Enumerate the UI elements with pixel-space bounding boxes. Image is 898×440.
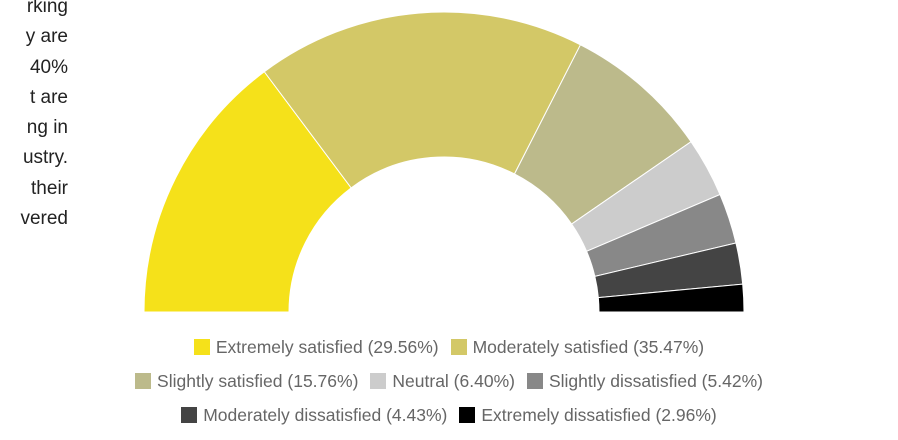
legend-swatch [181,407,198,423]
chart-slice[interactable] [597,283,745,313]
legend-swatch [370,373,387,389]
legend-swatch [459,407,476,423]
legend-item[interactable]: Moderately dissatisfied (4.43%) [181,405,447,426]
text-line: t are [29,86,68,108]
text-line: ng in [26,117,68,139]
legend-item[interactable]: Extremely satisfied (29.56%) [193,336,439,358]
legend-row: Slightly satisfied (15.76%) Neutral (6.4… [0,364,898,398]
semi-donut-chart [143,11,745,313]
legend-label: Moderately dissatisfied (4.43%) [203,404,448,425]
text-line: vered [20,208,68,230]
text-line: their [31,177,68,199]
chart-legend: Extremely satisfied (29.56%) Moderately … [0,330,898,432]
legend-label: Slightly dissatisfied (5.42%) [548,370,763,391]
text-line: 40% [29,56,68,78]
legend-swatch [193,339,210,355]
legend-item[interactable]: Slightly dissatisfied (5.42%) [526,370,763,392]
legend-row: Moderately dissatisfied (4.43%) Extremel… [0,398,898,432]
text-line: rking [26,0,68,17]
legend-label: Slightly satisfied (15.76%) [157,370,359,391]
legend-label: Extremely satisfied (29.56%) [215,336,439,357]
text-line: y are [25,26,68,48]
legend-label: Neutral (6.40%) [392,370,515,391]
legend-item[interactable]: Slightly satisfied (15.76%) [135,371,358,392]
legend-swatch [526,373,543,389]
text-line: ustry. [22,147,68,169]
legend-label: Extremely dissatisfied (2.96%) [481,404,717,425]
legend-row: Extremely satisfied (29.56%) Moderately … [0,330,898,364]
legend-item[interactable]: Moderately satisfied (35.47%) [450,336,705,358]
legend-item[interactable]: Neutral (6.40%) [370,371,515,392]
legend-swatch [135,373,152,389]
legend-item[interactable]: Extremely dissatisfied (2.96%) [459,404,717,426]
chart-slice[interactable] [143,71,352,313]
legend-swatch [450,339,467,355]
body-text-fragment: rking y are 40% t are ng in ustry. their… [0,0,68,234]
legend-label: Moderately satisfied (35.47%) [472,336,705,357]
chart-slice[interactable] [263,11,582,189]
